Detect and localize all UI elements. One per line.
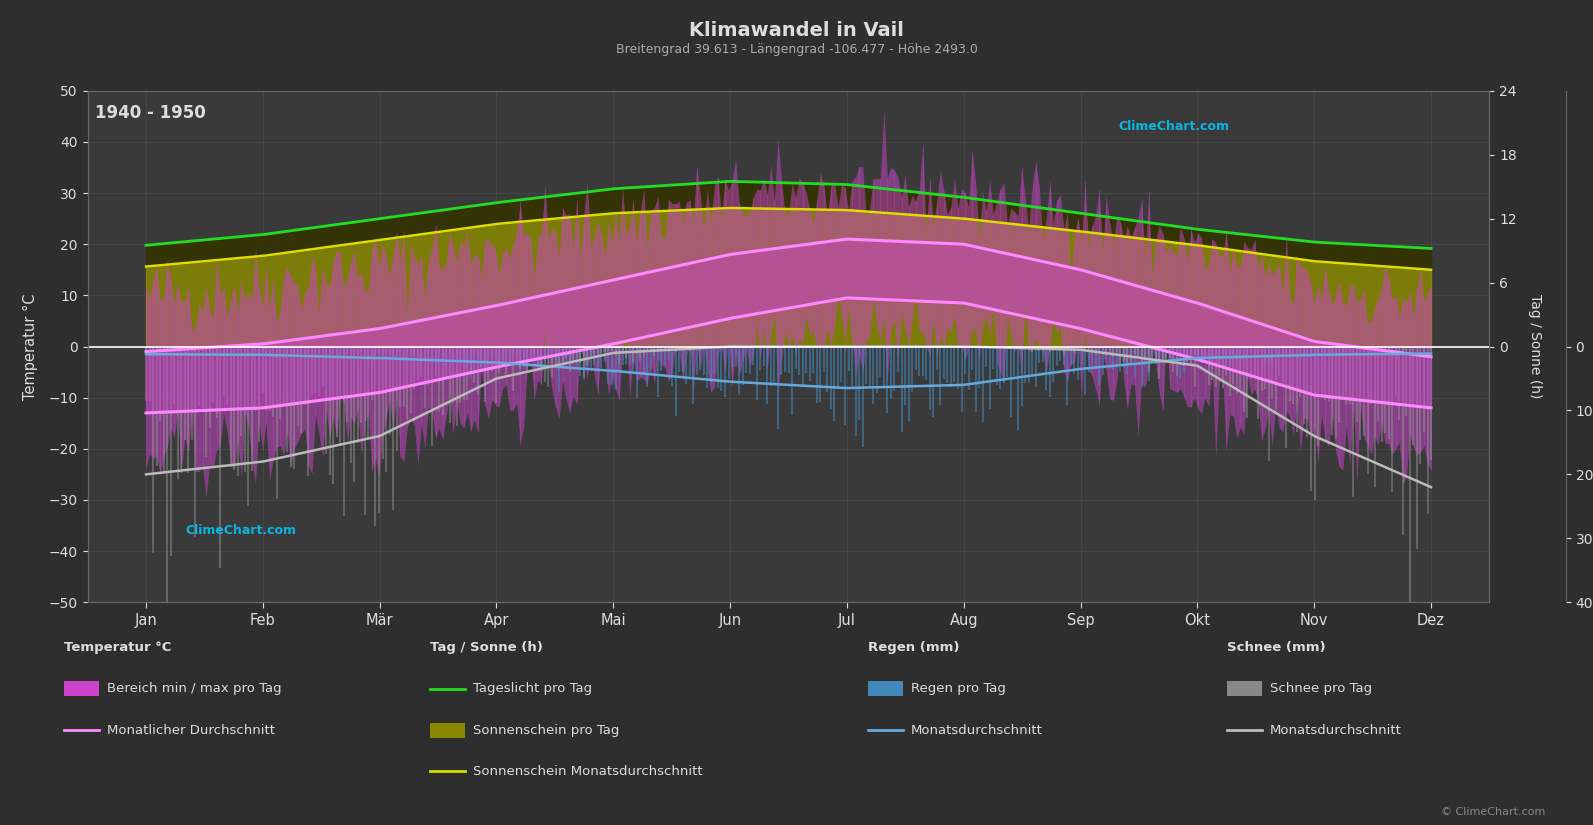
- Text: ClimeChart.com: ClimeChart.com: [186, 524, 296, 537]
- Text: Sonnenschein pro Tag: Sonnenschein pro Tag: [473, 724, 620, 737]
- Y-axis label: Temperatur °C: Temperatur °C: [22, 293, 38, 400]
- Text: Regen (mm): Regen (mm): [868, 641, 959, 654]
- Text: Regen pro Tag: Regen pro Tag: [911, 682, 1007, 695]
- Text: Breitengrad 39.613 - Längengrad -106.477 - Höhe 2493.0: Breitengrad 39.613 - Längengrad -106.477…: [615, 43, 978, 56]
- Text: Schnee (mm): Schnee (mm): [1227, 641, 1325, 654]
- Text: Schnee pro Tag: Schnee pro Tag: [1270, 682, 1372, 695]
- Text: Klimawandel in Vail: Klimawandel in Vail: [690, 21, 903, 40]
- Text: Sonnenschein Monatsdurchschnitt: Sonnenschein Monatsdurchschnitt: [473, 765, 703, 778]
- Text: Monatsdurchschnitt: Monatsdurchschnitt: [911, 724, 1043, 737]
- Text: Tag / Sonne (h): Tag / Sonne (h): [430, 641, 543, 654]
- Text: Monatlicher Durchschnitt: Monatlicher Durchschnitt: [107, 724, 274, 737]
- Text: Tageslicht pro Tag: Tageslicht pro Tag: [473, 682, 593, 695]
- Text: © ClimeChart.com: © ClimeChart.com: [1440, 807, 1545, 817]
- Text: 1940 - 1950: 1940 - 1950: [94, 104, 205, 121]
- Y-axis label: Tag / Sonne (h): Tag / Sonne (h): [1528, 295, 1542, 398]
- Text: Bereich min / max pro Tag: Bereich min / max pro Tag: [107, 682, 282, 695]
- Text: Temperatur °C: Temperatur °C: [64, 641, 170, 654]
- Text: Monatsdurchschnitt: Monatsdurchschnitt: [1270, 724, 1402, 737]
- Text: ClimeChart.com: ClimeChart.com: [1118, 120, 1228, 133]
